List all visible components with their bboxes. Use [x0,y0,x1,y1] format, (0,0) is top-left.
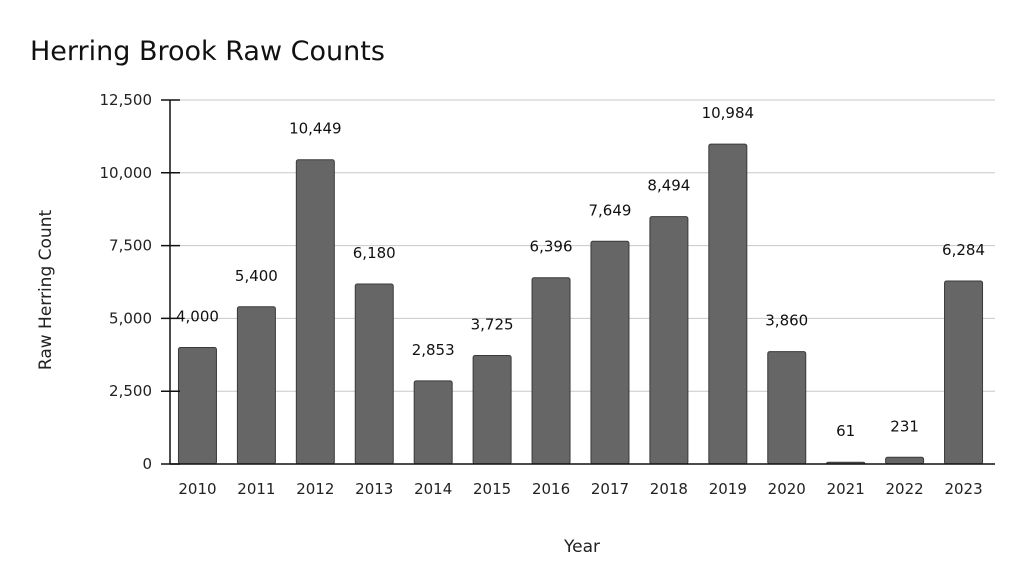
data-label-2015: 3,725 [471,316,514,334]
x-tick-label: 2011 [237,480,275,498]
y-tick-label: 0 [142,455,152,473]
data-label-2012: 10,449 [289,120,342,138]
bar-2012 [295,159,335,465]
x-tick-label: 2019 [709,480,747,498]
bar-2010 [177,347,217,465]
bar-2014 [413,380,453,465]
data-label-2019: 10,984 [702,104,755,122]
bar-2023 [944,280,984,465]
x-axis-label: Year [563,537,600,557]
bar-2022 [885,456,925,465]
x-tick-label: 2012 [296,480,334,498]
x-tick-label: 2020 [768,480,806,498]
data-label-2021: 61 [836,422,855,440]
x-tick-label: 2017 [591,480,629,498]
data-label-2013: 6,180 [353,244,396,262]
x-tick-label: 2022 [886,480,924,498]
y-tick-label: 12,500 [100,91,153,109]
data-label-2010: 4,000 [176,308,219,326]
x-tick-label: 2016 [532,480,570,498]
bar-2011 [236,306,276,465]
data-label-2022: 231 [890,417,919,435]
x-tick-label: 2015 [473,480,511,498]
bar-2019 [708,143,748,465]
x-tick-label: 2021 [827,480,865,498]
y-tick-label: 10,000 [100,164,153,182]
bar-2017 [590,240,630,465]
y-tick-label: 2,500 [109,382,152,400]
y-tick-label: 7,500 [109,237,152,255]
x-tick-label: 2013 [355,480,393,498]
y-axis-label: Raw Herring Count [36,210,56,371]
bar-2020 [767,351,807,465]
data-label-2017: 7,649 [588,201,631,219]
x-tick-label: 2023 [944,480,982,498]
chart-title: Herring Brook Raw Counts [30,36,385,67]
data-label-2020: 3,860 [765,312,808,330]
bar-2018 [649,216,689,465]
data-label-2014: 2,853 [412,341,455,359]
data-label-2018: 8,494 [647,177,690,195]
x-tick-label: 2018 [650,480,688,498]
bar-2013 [354,283,394,465]
x-tick-label: 2010 [178,480,216,498]
x-tick-label: 2014 [414,480,452,498]
bar-2016 [531,277,571,465]
bar-2015 [472,355,512,465]
data-label-2011: 5,400 [235,267,278,285]
y-tick-label: 5,000 [109,309,152,327]
data-label-2023: 6,284 [942,241,985,259]
data-label-2016: 6,396 [530,238,573,256]
